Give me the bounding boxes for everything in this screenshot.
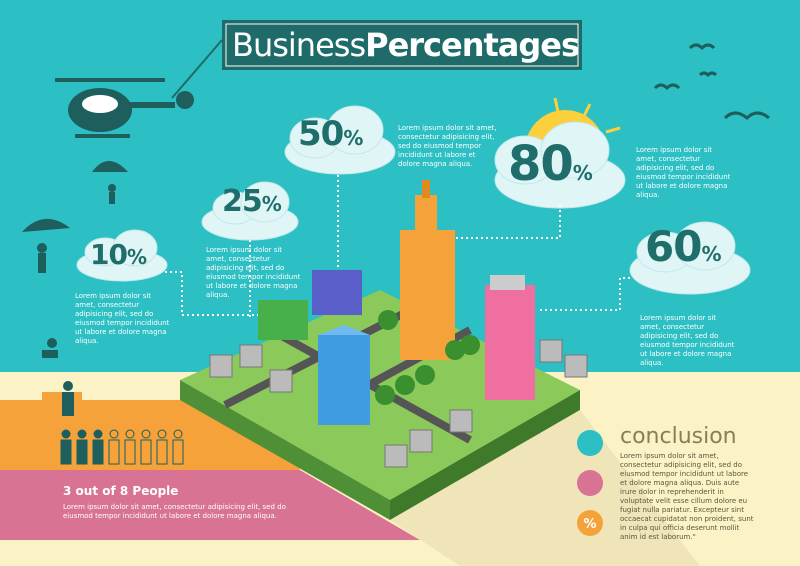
stat-value: 25% bbox=[222, 184, 282, 219]
trees bbox=[375, 310, 480, 405]
ground-side bbox=[180, 380, 390, 520]
stat-value: 50% bbox=[298, 114, 363, 154]
leader-lines bbox=[165, 175, 630, 330]
title-light: Business bbox=[232, 26, 366, 64]
icon-label: % bbox=[583, 517, 596, 532]
unit: % bbox=[343, 126, 363, 150]
unit: % bbox=[126, 245, 147, 269]
person-figure bbox=[60, 429, 72, 465]
standing-person bbox=[62, 381, 74, 416]
title: BusinessPercentages bbox=[232, 26, 580, 64]
person-figure bbox=[172, 429, 184, 465]
ground-side bbox=[390, 390, 580, 520]
person-figure bbox=[124, 429, 136, 465]
people-title: 3 out of 8 People bbox=[63, 484, 179, 498]
person-icon bbox=[577, 470, 603, 496]
stat-text: Lorem ipsum dolor sit amet, consectetur … bbox=[398, 124, 497, 168]
title-banner bbox=[222, 20, 582, 70]
buildings bbox=[258, 180, 535, 425]
houses bbox=[209, 339, 588, 468]
helicopter bbox=[55, 78, 194, 138]
banner-rope bbox=[171, 39, 223, 99]
number: 80 bbox=[508, 136, 574, 192]
stat-text: Lorem ipsum dolor sit amet, consectetur … bbox=[75, 292, 170, 345]
title-border bbox=[225, 23, 579, 67]
stat-text: Lorem ipsum dolor sit amet, consectetur … bbox=[640, 314, 735, 367]
person-figure bbox=[76, 429, 88, 465]
stat-text: Lorem ipsum dolor sit amet, consectetur … bbox=[206, 246, 301, 299]
number: 10 bbox=[90, 238, 128, 271]
person-figure bbox=[156, 429, 168, 465]
parachutists bbox=[22, 161, 128, 358]
birds bbox=[653, 43, 770, 121]
stat-value: 60% bbox=[645, 222, 722, 271]
unit: % bbox=[572, 161, 593, 185]
clouds bbox=[76, 105, 751, 295]
people-icons bbox=[60, 429, 184, 465]
number: 25 bbox=[222, 184, 263, 219]
stat-text: Lorem ipsum dolor sit amet, consectetur … bbox=[636, 146, 731, 199]
people-text: Lorem ipsum dolor sit amet, consectetur … bbox=[63, 503, 286, 520]
conclusion-text: Lorem ipsum dolor sit amet, consectetur … bbox=[620, 452, 754, 541]
number: 50 bbox=[298, 114, 344, 154]
conclusion-title: conclusion bbox=[620, 424, 737, 449]
number: 60 bbox=[645, 222, 702, 271]
unit: % bbox=[701, 242, 721, 266]
unit: % bbox=[261, 192, 282, 216]
person-figure bbox=[92, 429, 104, 465]
sun-rays bbox=[553, 97, 621, 134]
title-bold: Percentages bbox=[365, 26, 580, 64]
building-icon bbox=[577, 430, 603, 456]
percent-icon bbox=[577, 510, 603, 536]
person-figure bbox=[108, 429, 120, 465]
person-figure bbox=[140, 429, 152, 465]
stat-value: 80% bbox=[508, 136, 593, 192]
stat-value: 10% bbox=[90, 238, 147, 271]
pink-band bbox=[0, 470, 420, 540]
shadow bbox=[390, 410, 700, 566]
